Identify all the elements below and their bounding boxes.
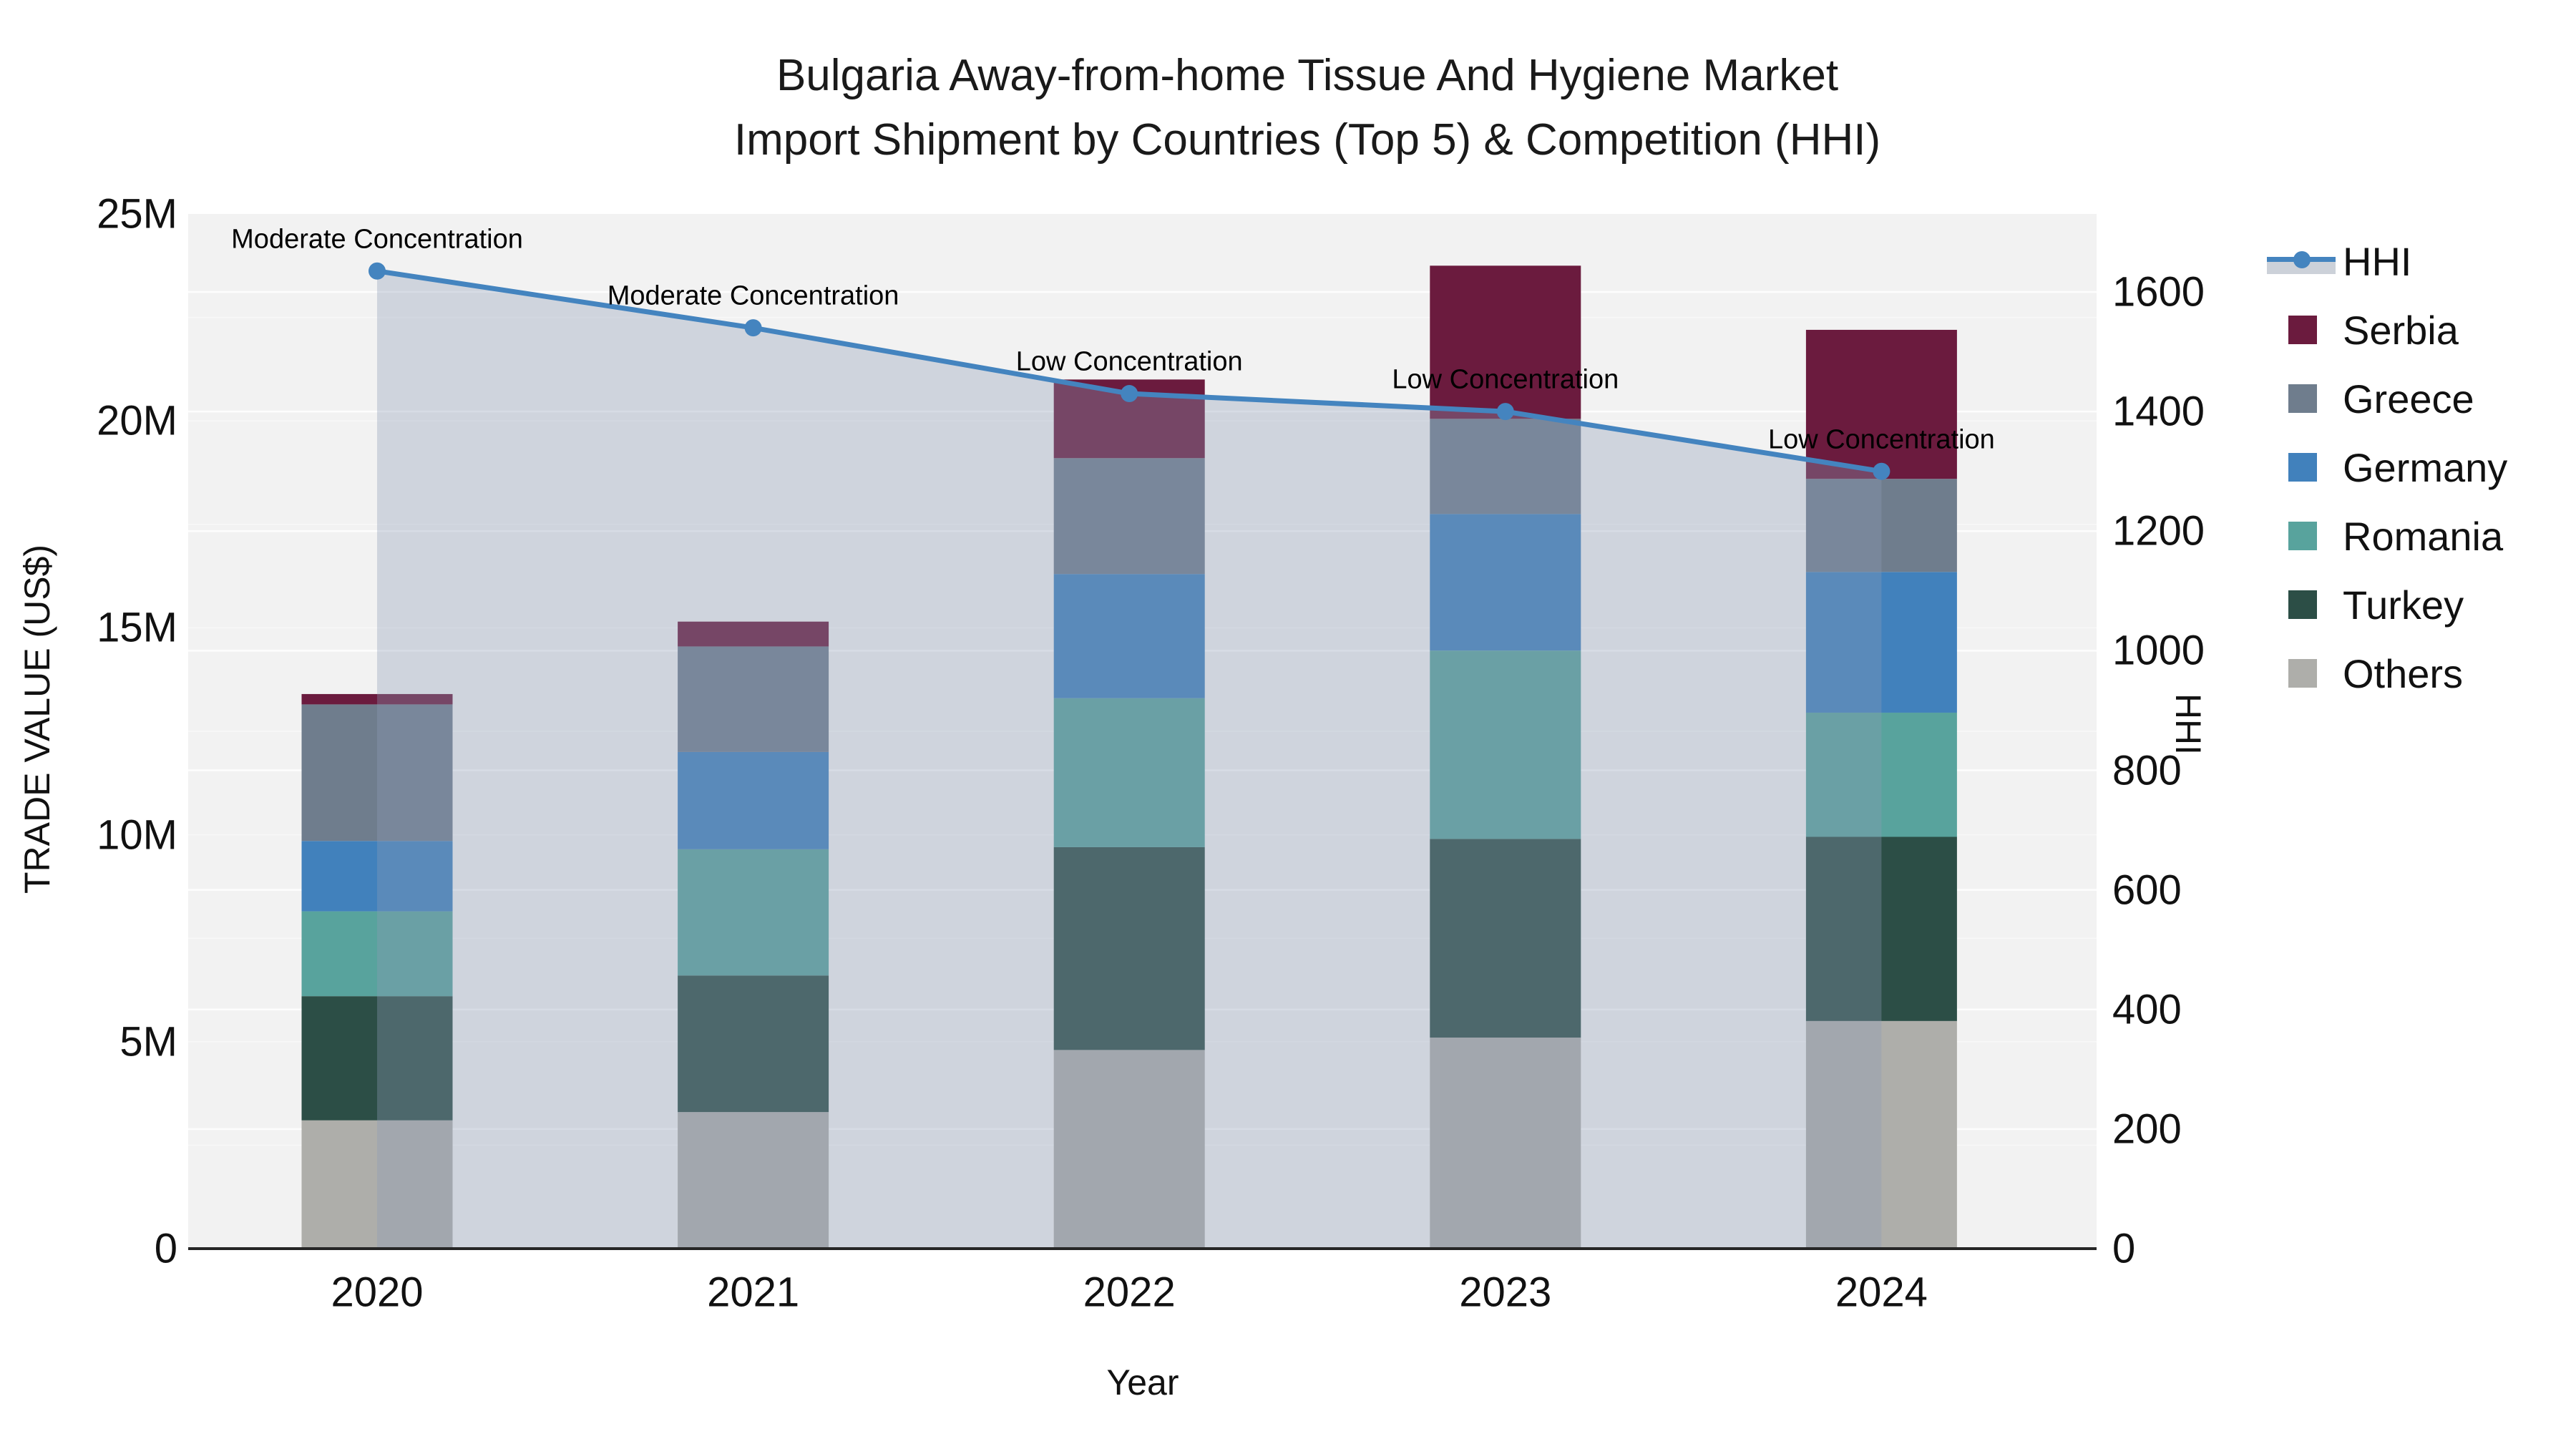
y-right-tick-1400: 1400 [2112,388,2205,435]
y-right-tick-1000: 1000 [2112,627,2205,674]
bar-serbia-2020[interactable] [301,693,453,705]
bar-others-2022[interactable] [1053,1050,1205,1249]
bar-others-2021[interactable] [678,1112,829,1249]
bar-serbia-2023[interactable] [1430,265,1581,419]
bar-serbia-2021[interactable] [678,621,829,647]
bar-germany-2023[interactable] [1430,514,1581,651]
y-axis-left-title: TRADE VALUE (US$) [17,544,57,894]
legend-item-others[interactable]: Others [2267,648,2463,698]
hhi-marker-2024[interactable] [1873,462,1890,480]
legend-swatch-others [2288,659,2317,688]
bar-greece-2021[interactable] [678,646,829,752]
y-right-tick-1200: 1200 [2112,507,2205,555]
bar-romania-2023[interactable] [1430,650,1581,839]
hhi-marker-2022[interactable] [1121,385,1138,403]
hhi-line-swatch [2267,245,2336,277]
bar-turkey-2020[interactable] [301,996,453,1121]
legend-swatch-romania [2288,522,2317,550]
bar-turkey-2024[interactable] [1805,836,1957,1021]
y-right-tick-0: 0 [2112,1225,2136,1272]
legend-label-others: Others [2343,650,2464,696]
y-left-tick-10M: 10M [97,811,177,859]
legend-label-germany: Germany [2343,444,2508,490]
x-tick-2022: 2022 [1083,1269,1176,1316]
bar-others-2020[interactable] [301,1120,453,1249]
x-tick-2021: 2021 [707,1269,800,1316]
y-left-tick-25M: 25M [97,190,177,238]
annotation-2021: Moderate Concentration [607,280,899,311]
y-right-tick-1600: 1600 [2112,268,2205,316]
x-tick-2023: 2023 [1459,1269,1552,1316]
x-tick-2020: 2020 [331,1269,424,1316]
legend-item-germany[interactable]: Germany [2267,442,2507,492]
y-right-tick-800: 800 [2112,747,2182,794]
hhi-area-fill [377,270,1882,1249]
bar-greece-2024[interactable] [1805,479,1957,572]
legend-label-greece: Greece [2343,376,2474,421]
bar-greece-2023[interactable] [1430,419,1581,514]
hhi-marker-2020[interactable] [369,262,386,280]
hhi-marker-2021[interactable] [744,319,762,337]
bar-romania-2021[interactable] [678,849,829,976]
y-left-tick-20M: 20M [97,397,177,444]
legend-item-romania[interactable]: Romania [2267,511,2503,561]
legend-item-hhi[interactable]: HHI [2267,236,2411,286]
legend-item-greece[interactable]: Greece [2267,374,2474,424]
chart-title-line2: Import Shipment by Countries (Top 5) & C… [733,115,1881,165]
y-left-tick-15M: 15M [97,604,177,651]
legend-label-hhi: HHI [2343,238,2412,284]
bar-others-2023[interactable] [1430,1038,1581,1249]
bar-germany-2022[interactable] [1053,574,1205,698]
annotation-2022: Low Concentration [1015,346,1243,377]
bar-serbia-2024[interactable] [1805,329,1957,479]
bar-others-2024[interactable] [1805,1020,1957,1249]
bar-turkey-2021[interactable] [678,975,829,1113]
bar-turkey-2022[interactable] [1053,847,1205,1050]
legend-label-serbia: Serbia [2343,307,2459,353]
legend-item-turkey[interactable]: Turkey [2267,580,2464,630]
legend-swatch-turkey [2288,590,2317,619]
chart-title-line1: Bulgaria Away-from-home Tissue And Hygie… [776,51,1839,100]
bar-greece-2020[interactable] [301,704,453,841]
bar-romania-2022[interactable] [1053,698,1205,847]
legend-swatch-serbia [2288,316,2317,344]
y-right-tick-200: 200 [2112,1106,2182,1153]
bar-germany-2021[interactable] [678,751,829,849]
y-axis-right-title: HHI [2168,693,2208,756]
annotation-2023: Low Concentration [1392,364,1619,395]
y-right-tick-400: 400 [2112,986,2182,1033]
bar-greece-2022[interactable] [1053,458,1205,575]
legend-swatch-germany [2288,453,2317,482]
bar-romania-2024[interactable] [1805,712,1957,837]
legend-label-romania: Romania [2343,513,2504,559]
legend-item-serbia[interactable]: Serbia [2267,305,2459,355]
y-left-tick-0: 0 [154,1225,177,1272]
bar-turkey-2023[interactable] [1430,839,1581,1038]
annotation-2020: Moderate Concentration [231,224,523,255]
annotation-2024: Low Concentration [1767,424,1995,455]
y-left-tick-5M: 5M [119,1018,177,1065]
bar-romania-2020[interactable] [301,911,453,997]
x-axis-title: Year [1106,1362,1179,1402]
y-right-tick-600: 600 [2112,867,2182,914]
x-tick-2024: 2024 [1835,1269,1928,1316]
legend-swatch-greece [2288,384,2317,413]
bar-germany-2020[interactable] [301,841,453,912]
legend-label-turkey: Turkey [2343,582,2464,628]
hhi-marker-2023[interactable] [1496,403,1514,421]
bar-germany-2024[interactable] [1805,572,1957,713]
